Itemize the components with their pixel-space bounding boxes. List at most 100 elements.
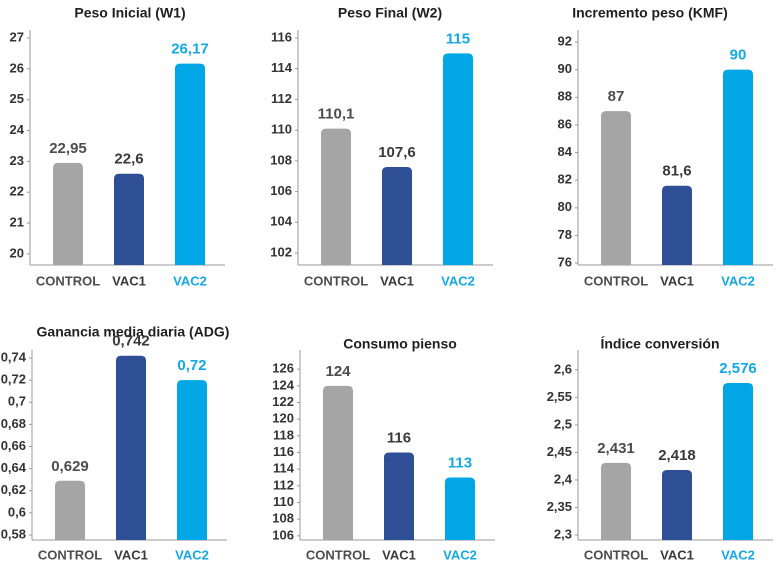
y-tick-label: 82: [558, 172, 572, 187]
y-tick-label: 2,3: [554, 526, 572, 541]
y-tick-label: 124: [272, 377, 294, 392]
bar: [321, 128, 351, 265]
y-tick-label: 104: [270, 214, 292, 229]
x-tick-label: VAC1: [112, 273, 146, 288]
y-tick-label: 25: [10, 91, 24, 106]
y-tick-label: 2,55: [547, 389, 572, 404]
value-label: 90: [730, 47, 747, 64]
y-tick-label: 21: [10, 214, 24, 229]
bar: [723, 383, 753, 540]
bar: [601, 111, 631, 266]
y-tick-label: 106: [272, 527, 294, 542]
x-tick-label: VAC2: [443, 547, 477, 562]
bar: [53, 162, 83, 265]
x-tick-label: CONTROL: [306, 547, 370, 562]
x-tick-label: VAC1: [660, 273, 694, 288]
x-tick-label: CONTROL: [36, 273, 100, 288]
y-tick-label: 27: [10, 29, 24, 44]
x-tick-label: CONTROL: [584, 273, 648, 288]
chart-title: Peso Final (W2): [338, 5, 442, 21]
value-label: 22,6: [114, 151, 143, 168]
x-tick-label: VAC2: [175, 547, 209, 562]
bar: [323, 385, 353, 540]
y-tick-label: 2,6: [554, 361, 572, 376]
bar: [723, 69, 753, 265]
value-label: 124: [325, 363, 351, 380]
y-tick-label: 86: [558, 116, 572, 131]
y-tick-label: 0,68: [1, 416, 26, 431]
y-tick-label: 76: [558, 255, 572, 270]
x-tick-label: CONTROL: [38, 547, 102, 562]
y-tick-label: 22: [10, 184, 24, 199]
y-tick-label: 0,74: [1, 349, 27, 364]
value-label: 26,17: [171, 41, 209, 58]
y-tick-label: 102: [270, 244, 292, 259]
chart-title: Ganancia media diaria (ADG): [37, 324, 230, 340]
x-tick-label: VAC2: [721, 547, 755, 562]
bar: [384, 452, 414, 540]
bar: [177, 380, 207, 540]
x-tick-label: CONTROL: [584, 547, 648, 562]
y-tick-label: 2,35: [547, 499, 572, 514]
y-tick-label: 0,66: [1, 438, 26, 453]
y-tick-label: 2,4: [554, 471, 573, 486]
x-tick-label: VAC1: [380, 273, 414, 288]
y-tick-label: 0,64: [1, 460, 27, 475]
y-tick-label: 2,45: [547, 444, 572, 459]
value-label: 116: [387, 429, 411, 446]
y-tick-label: 0,72: [1, 372, 26, 387]
value-label: 22,95: [49, 140, 87, 157]
y-tick-label: 92: [558, 33, 572, 48]
y-tick-label: 106: [270, 183, 292, 198]
y-tick-label: 114: [271, 60, 293, 75]
x-tick-label: VAC1: [114, 547, 148, 562]
chart-title: Índice conversión: [600, 336, 719, 352]
x-tick-label: VAC1: [382, 547, 416, 562]
value-label: 115: [446, 30, 470, 47]
y-tick-label: 0,7: [8, 394, 26, 409]
x-tick-label: VAC1: [660, 547, 694, 562]
x-tick-label: VAC2: [441, 273, 475, 288]
bar: [445, 477, 475, 540]
bar: [55, 480, 85, 540]
bar: [382, 167, 412, 265]
bar: [601, 462, 631, 540]
bar: [114, 173, 144, 265]
y-tick-label: 0,62: [1, 482, 26, 497]
y-tick-label: 116: [271, 29, 292, 44]
bar: [175, 63, 205, 266]
y-tick-label: 110: [273, 494, 294, 509]
y-tick-label: 120: [272, 411, 294, 426]
y-tick-label: 108: [270, 152, 292, 167]
y-tick-label: 116: [273, 444, 294, 459]
y-tick-label: 23: [10, 153, 24, 168]
y-tick-label: 108: [272, 511, 294, 526]
x-tick-label: CONTROL: [304, 273, 368, 288]
value-label: 0,742: [112, 333, 150, 350]
value-label: 2,576: [719, 360, 757, 377]
y-tick-label: 80: [558, 199, 572, 214]
bar: [443, 53, 473, 265]
chart-title: Peso Inicial (W1): [74, 5, 185, 21]
y-tick-label: 26: [10, 60, 24, 75]
y-tick-label: 112: [271, 91, 292, 106]
y-tick-label: 110: [271, 122, 292, 137]
value-label: 0,72: [177, 357, 206, 374]
y-tick-label: 20: [10, 245, 24, 260]
value-label: 2,418: [658, 447, 696, 464]
y-tick-label: 0,6: [8, 504, 26, 519]
value-label: 0,629: [51, 458, 89, 475]
y-tick-label: 84: [558, 144, 573, 159]
y-tick-label: 126: [272, 361, 294, 376]
bar: [662, 185, 692, 265]
y-tick-label: 118: [273, 427, 294, 442]
value-label: 81,6: [662, 163, 691, 180]
chart-title: Incremento peso (KMF): [572, 5, 728, 21]
bar: [662, 470, 692, 540]
chart-title: Consumo pienso: [343, 336, 457, 352]
x-tick-label: VAC2: [173, 273, 207, 288]
y-tick-label: 2,5: [554, 416, 572, 431]
y-tick-label: 90: [558, 61, 572, 76]
value-label: 107,6: [378, 144, 416, 161]
